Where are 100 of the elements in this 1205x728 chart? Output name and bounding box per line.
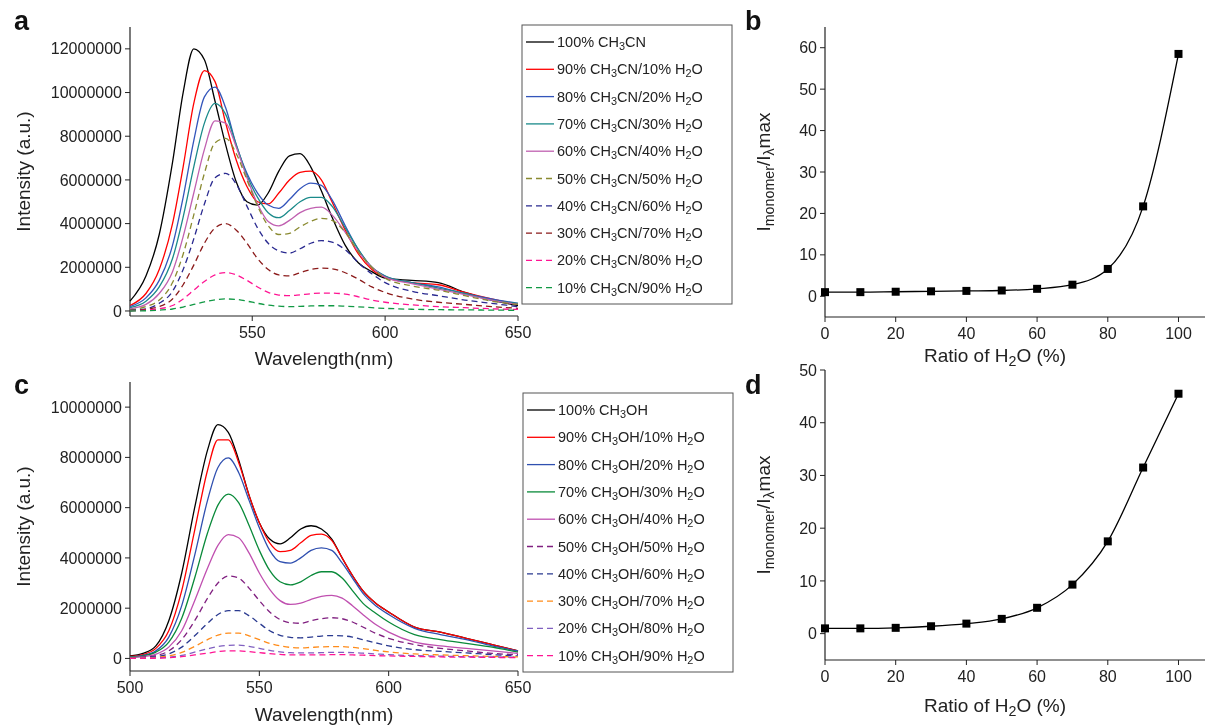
chart-title: a xyxy=(14,6,30,36)
x-tick-label: 600 xyxy=(375,679,403,696)
y-tick-label: 10000000 xyxy=(50,84,123,102)
y-tick-label: 60 xyxy=(799,39,818,57)
legend-label: 10% CH$_{3}$OH/90% H$_{2}$O xyxy=(558,647,705,667)
legend-label: 40% CH$_{3}$CN/60% H$_{2}$O xyxy=(557,197,703,217)
legend-label: 100% CH$_{3}$OH xyxy=(558,402,648,421)
point xyxy=(1068,580,1077,589)
legend-label: 70% CH$_{3}$OH/30% H$_{2}$O xyxy=(558,483,705,503)
x-tick-label: 80 xyxy=(1098,668,1117,685)
legend-label: 60% CH$_{3}$OH/40% H$_{2}$O xyxy=(558,511,705,530)
chart-title: b xyxy=(745,6,762,36)
line-series xyxy=(129,610,519,659)
x-tick-label: 550 xyxy=(238,324,266,341)
point xyxy=(856,624,865,633)
y-tick-label: 20 xyxy=(799,205,818,223)
point xyxy=(1174,389,1183,398)
x-tick-label: 60 xyxy=(1028,668,1047,685)
y-tick-label: 12000000 xyxy=(50,40,123,58)
y-tick-label: 0 xyxy=(808,287,818,305)
point xyxy=(856,288,865,297)
legend-label: 50% CH$_{3}$CN/50% H$_{2}$O xyxy=(557,170,703,189)
y-tick-label: 50 xyxy=(799,361,818,379)
point xyxy=(1139,463,1148,472)
y-tick-label: 10 xyxy=(799,246,818,264)
point xyxy=(927,287,936,296)
point xyxy=(962,286,971,295)
x-tick-label: 550 xyxy=(245,679,273,696)
y-tick-label: 8000000 xyxy=(59,127,123,145)
point xyxy=(962,619,971,628)
y-tick-label: 50 xyxy=(799,80,818,98)
line-series xyxy=(129,632,519,659)
point xyxy=(1174,49,1183,58)
x-tick-label: 100 xyxy=(1165,668,1192,685)
legend-label: 20% CH$_{3}$CN/80% H$_{2}$O xyxy=(557,252,703,271)
legend-label: 70% CH$_{3}$CN/30% H$_{2}$O xyxy=(557,115,703,135)
y-tick-label: 0 xyxy=(808,625,818,643)
chart-title: c xyxy=(14,370,30,400)
legend-label: 50% CH$_{3}$OH/50% H$_{2}$O xyxy=(558,538,705,557)
x-tick-label: 40 xyxy=(957,668,976,685)
y-tick-label: 6000000 xyxy=(59,171,123,189)
y-tick-label: 10000000 xyxy=(50,398,123,416)
y-axis-title: Intensity (a.u.) xyxy=(13,466,34,587)
y-tick-label: 6000000 xyxy=(59,499,123,517)
point xyxy=(821,624,829,633)
x-tick-label: 60 xyxy=(1028,325,1047,342)
point xyxy=(1033,284,1042,293)
legend-label: 80% CH$_{3}$CN/20% H$_{2}$O xyxy=(557,88,703,107)
y-axis-title: Intensity (a.u.) xyxy=(13,111,34,232)
y-tick-label: 2000000 xyxy=(59,258,123,276)
y-tick-label: 4000000 xyxy=(59,549,123,567)
point xyxy=(1068,280,1077,289)
x-axis-title: Wavelength(nm) xyxy=(254,704,394,725)
y-tick-label: 10 xyxy=(799,572,818,590)
line-series xyxy=(129,575,519,659)
point xyxy=(1103,264,1112,273)
y-tick-label: 40 xyxy=(799,122,818,140)
y-tick-label: 0 xyxy=(113,302,123,320)
legend-label: 30% CH$_{3}$CN/70% H$_{2}$O xyxy=(557,225,703,244)
x-tick-label: 100 xyxy=(1165,325,1192,342)
legend-label: 90% CH$_{3}$OH/10% H$_{2}$O xyxy=(558,429,705,448)
y-tick-label: 30 xyxy=(799,467,818,485)
chart-title: d xyxy=(745,370,762,400)
x-tick-label: 20 xyxy=(886,325,905,342)
y-tick-label: 30 xyxy=(799,163,818,181)
x-axis-title: Ratio of H$_{2}$O (%) xyxy=(923,345,1067,370)
y-tick-label: 20 xyxy=(799,519,818,537)
line-series xyxy=(129,493,519,658)
x-tick-label: 20 xyxy=(886,668,905,685)
y-tick-label: 40 xyxy=(799,414,818,432)
legend-label: 10% CH$_{3}$CN/90% H$_{2}$O xyxy=(557,279,703,299)
point xyxy=(927,622,936,631)
x-tick-label: 500 xyxy=(116,679,144,696)
x-axis-title: Wavelength(nm) xyxy=(254,348,394,369)
legend-label: 40% CH$_{3}$OH/60% H$_{2}$O xyxy=(558,565,705,585)
point xyxy=(891,287,900,296)
point xyxy=(821,288,829,297)
x-tick-label: 80 xyxy=(1098,325,1117,342)
legend-label: 60% CH$_{3}$CN/40% H$_{2}$O xyxy=(557,143,703,162)
point xyxy=(1033,603,1042,612)
point xyxy=(997,286,1006,295)
x-axis-title: Ratio of H$_{2}$O (%) xyxy=(923,695,1067,720)
legend-label: 20% CH$_{3}$OH/80% H$_{2}$O xyxy=(558,620,705,639)
x-tick-label: 0 xyxy=(820,325,830,342)
legend-label: 30% CH$_{3}$OH/70% H$_{2}$O xyxy=(558,593,705,612)
y-tick-label: 8000000 xyxy=(59,448,123,466)
point xyxy=(891,623,900,632)
legend-label: 100% CH$_{3}$CN xyxy=(557,34,647,53)
legend-label: 80% CH$_{3}$OH/20% H$_{2}$O xyxy=(558,456,705,475)
legend-label: 90% CH$_{3}$CN/10% H$_{2}$O xyxy=(557,61,703,80)
y-tick-label: 2000000 xyxy=(59,599,123,617)
y-tick-label: 0 xyxy=(113,650,123,668)
y-tick-label: 4000000 xyxy=(59,215,123,233)
point xyxy=(1139,202,1148,211)
point xyxy=(997,614,1006,623)
x-tick-label: 600 xyxy=(371,324,399,341)
x-tick-label: 0 xyxy=(820,668,830,685)
x-tick-label: 650 xyxy=(504,679,532,696)
point xyxy=(1103,537,1112,546)
x-tick-label: 40 xyxy=(957,325,976,342)
